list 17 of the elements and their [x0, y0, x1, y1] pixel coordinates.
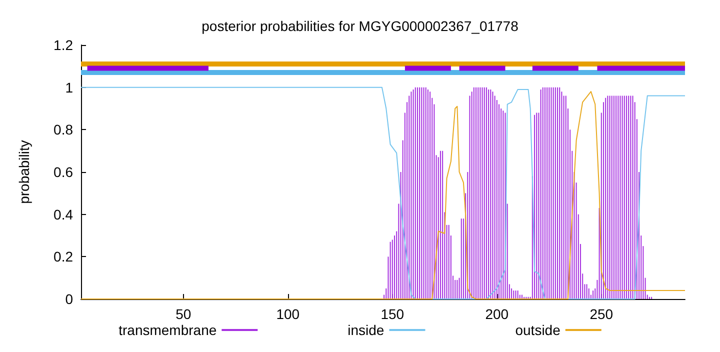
legend-label: outside: [515, 322, 561, 338]
y-tick-label: 0.8: [54, 122, 74, 138]
x-tick-label: 50: [176, 306, 192, 322]
legend-label: inside: [348, 322, 384, 338]
x-tick-label: 200: [485, 306, 509, 322]
y-tick-label: 0.2: [54, 248, 74, 265]
y-tick-label: 1.2: [54, 37, 74, 53]
y-tick-label: 0.4: [54, 206, 74, 222]
legend-label: transmembrane: [118, 322, 217, 338]
x-tick-label: 100: [276, 306, 300, 322]
y-tick-label: 0.6: [54, 164, 74, 180]
y-tick-label: 1: [65, 79, 74, 96]
y-axis-title: probability: [16, 140, 32, 204]
x-tick-label: 150: [380, 306, 404, 322]
x-tick-label: 250: [590, 306, 614, 322]
y-tick-label: 0: [65, 291, 74, 307]
chart-title: posterior probabilities for MGYG000002367_01778: [202, 18, 519, 34]
